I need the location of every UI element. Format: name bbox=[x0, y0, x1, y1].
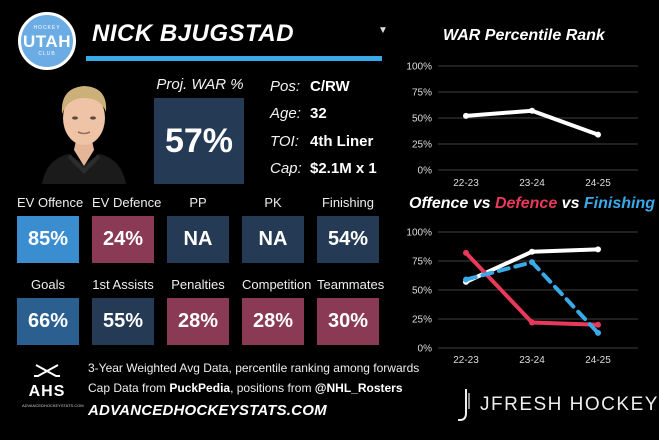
title-offence: Offence bbox=[409, 195, 469, 212]
crossed-sticks-icon bbox=[34, 364, 60, 377]
stat-finishing: Finishing 54% bbox=[317, 195, 379, 263]
proj-war-value: 57% bbox=[154, 98, 244, 184]
offence-defence-finishing-chart: 0% 25% 50% 75% 100% 22-23 23-24 24-25 bbox=[406, 228, 638, 366]
data-point bbox=[463, 112, 469, 119]
chart-war-title: WAR Percentile Rank bbox=[443, 27, 605, 44]
y-tick-label: 100% bbox=[406, 62, 432, 73]
x-tick-label: 22-23 bbox=[453, 355, 479, 366]
data-point bbox=[595, 321, 601, 328]
title-defence: Defence bbox=[494, 195, 558, 212]
title-vs-1: vs bbox=[468, 195, 495, 212]
y-tick-label: 75% bbox=[412, 257, 432, 268]
y-tick-label: 100% bbox=[406, 228, 432, 239]
stat-value: 54% bbox=[317, 216, 379, 263]
stat-pk: PK NA bbox=[242, 195, 304, 263]
war-percentile-chart: 0% 25% 50% 75% 100% 22-23 23-24 24-25 bbox=[406, 62, 638, 188]
info-value: 4th Liner bbox=[310, 133, 374, 150]
stat-ev-offence: EV Offence 85% bbox=[17, 195, 84, 263]
proj-war-label: Proj. WAR % bbox=[156, 76, 244, 93]
team-logo-text: UTAH bbox=[23, 31, 71, 51]
info-value: $2.1M x 1 bbox=[310, 160, 377, 177]
player-name: NICK BJUGSTAD bbox=[92, 20, 295, 47]
stat-value: 66% bbox=[17, 298, 79, 345]
stat-teammates: Teammates 30% bbox=[317, 277, 385, 345]
footer-website[interactable]: ADVANCEDHOCKEYSTATS.COM bbox=[88, 402, 327, 419]
footer-sources: Cap Data from PuckPedia, positions from … bbox=[88, 381, 403, 395]
stat-label: PK bbox=[264, 195, 282, 210]
stat-label: Penalties bbox=[171, 277, 225, 292]
stat-value: 85% bbox=[17, 216, 79, 263]
stat-label: Finishing bbox=[321, 195, 375, 210]
footer-note: 3-Year Weighted Avg Data, percentile ran… bbox=[88, 361, 420, 375]
stat-label: Teammates bbox=[317, 277, 385, 292]
stat-value: 28% bbox=[167, 298, 229, 345]
stat-pp: PP NA bbox=[167, 195, 229, 263]
stat-value: 24% bbox=[92, 216, 154, 263]
x-tick-label: 24-25 bbox=[585, 178, 611, 188]
footer-sources-prefix: Cap Data from bbox=[88, 381, 170, 395]
stat-value: NA bbox=[167, 216, 229, 263]
name-underline bbox=[86, 56, 382, 61]
y-tick-label: 0% bbox=[418, 166, 433, 177]
data-point bbox=[595, 246, 601, 253]
footer-source-nhl-rosters[interactable]: @NHL_Rosters bbox=[314, 381, 403, 395]
stat-first-assists: 1st Assists 55% bbox=[92, 277, 154, 345]
title-vs-2: vs bbox=[557, 195, 584, 212]
stat-value: 30% bbox=[317, 298, 379, 345]
y-tick-label: 0% bbox=[418, 344, 433, 355]
stat-competition: Competition 28% bbox=[242, 277, 312, 345]
team-logo: HOCKEY UTAH CLUB bbox=[18, 12, 76, 70]
stat-label: Competition bbox=[242, 277, 312, 292]
team-logo-ring-bottom: CLUB bbox=[38, 50, 56, 57]
jfresh-logo-text: JFRESH HOCKEY bbox=[480, 394, 659, 415]
hockey-stick-icon bbox=[458, 389, 470, 421]
stat-goals: Goals 66% bbox=[17, 277, 79, 345]
info-label: Cap: bbox=[270, 160, 302, 177]
stat-ev-defence: EV Defence 24% bbox=[92, 195, 162, 263]
stat-label: 1st Assists bbox=[92, 277, 154, 292]
ahs-logo: AHS ADVANCEDHOCKEYSTATS.COM bbox=[22, 364, 84, 408]
footer-source-puckpedia[interactable]: PuckPedia bbox=[169, 381, 231, 395]
stat-value: 55% bbox=[92, 298, 154, 345]
x-tick-label: 23-24 bbox=[519, 355, 545, 366]
stat-value: NA bbox=[242, 216, 304, 263]
y-tick-label: 25% bbox=[412, 315, 432, 326]
series-line-0 bbox=[464, 108, 600, 137]
info-label: Pos: bbox=[270, 78, 301, 95]
data-point bbox=[529, 248, 535, 255]
data-point bbox=[529, 107, 535, 114]
title-finishing: Finishing bbox=[583, 195, 656, 212]
y-tick-label: 50% bbox=[412, 286, 432, 297]
chart-ovd-title: Offence vs Defence vs Finishing bbox=[409, 195, 655, 213]
data-point bbox=[595, 329, 601, 336]
y-tick-label: 25% bbox=[412, 140, 432, 151]
stat-label: PP bbox=[189, 195, 207, 210]
info-label: Age: bbox=[270, 105, 301, 122]
player-headshot bbox=[28, 74, 140, 184]
data-point bbox=[529, 259, 535, 266]
jfresh-logo: JFRESH HOCKEY bbox=[456, 387, 659, 423]
ahs-logo-url: ADVANCEDHOCKEYSTATS.COM bbox=[22, 403, 84, 408]
x-tick-label: 24-25 bbox=[585, 355, 611, 366]
stat-penalties: Penalties 28% bbox=[167, 277, 229, 345]
stat-label: EV Offence bbox=[17, 195, 84, 210]
y-tick-label: 75% bbox=[412, 88, 432, 99]
stat-value: 28% bbox=[242, 298, 304, 345]
y-tick-label: 50% bbox=[412, 114, 432, 125]
info-value: 32 bbox=[310, 105, 327, 122]
footer-sources-mid: , positions from bbox=[230, 381, 315, 395]
data-point bbox=[529, 319, 535, 326]
data-point bbox=[463, 249, 469, 256]
info-label: TOI: bbox=[270, 133, 299, 150]
ahs-logo-text: AHS bbox=[28, 383, 66, 400]
stat-label: Goals bbox=[31, 277, 65, 292]
x-tick-label: 23-24 bbox=[519, 178, 545, 188]
data-point bbox=[463, 276, 469, 283]
data-point bbox=[595, 131, 601, 138]
stat-label: EV Defence bbox=[92, 195, 162, 210]
player-dropdown-icon[interactable]: ▼ bbox=[378, 25, 388, 36]
info-value: C/RW bbox=[310, 78, 350, 95]
team-logo-ring-top: HOCKEY bbox=[33, 24, 61, 31]
x-tick-label: 22-23 bbox=[453, 178, 479, 188]
